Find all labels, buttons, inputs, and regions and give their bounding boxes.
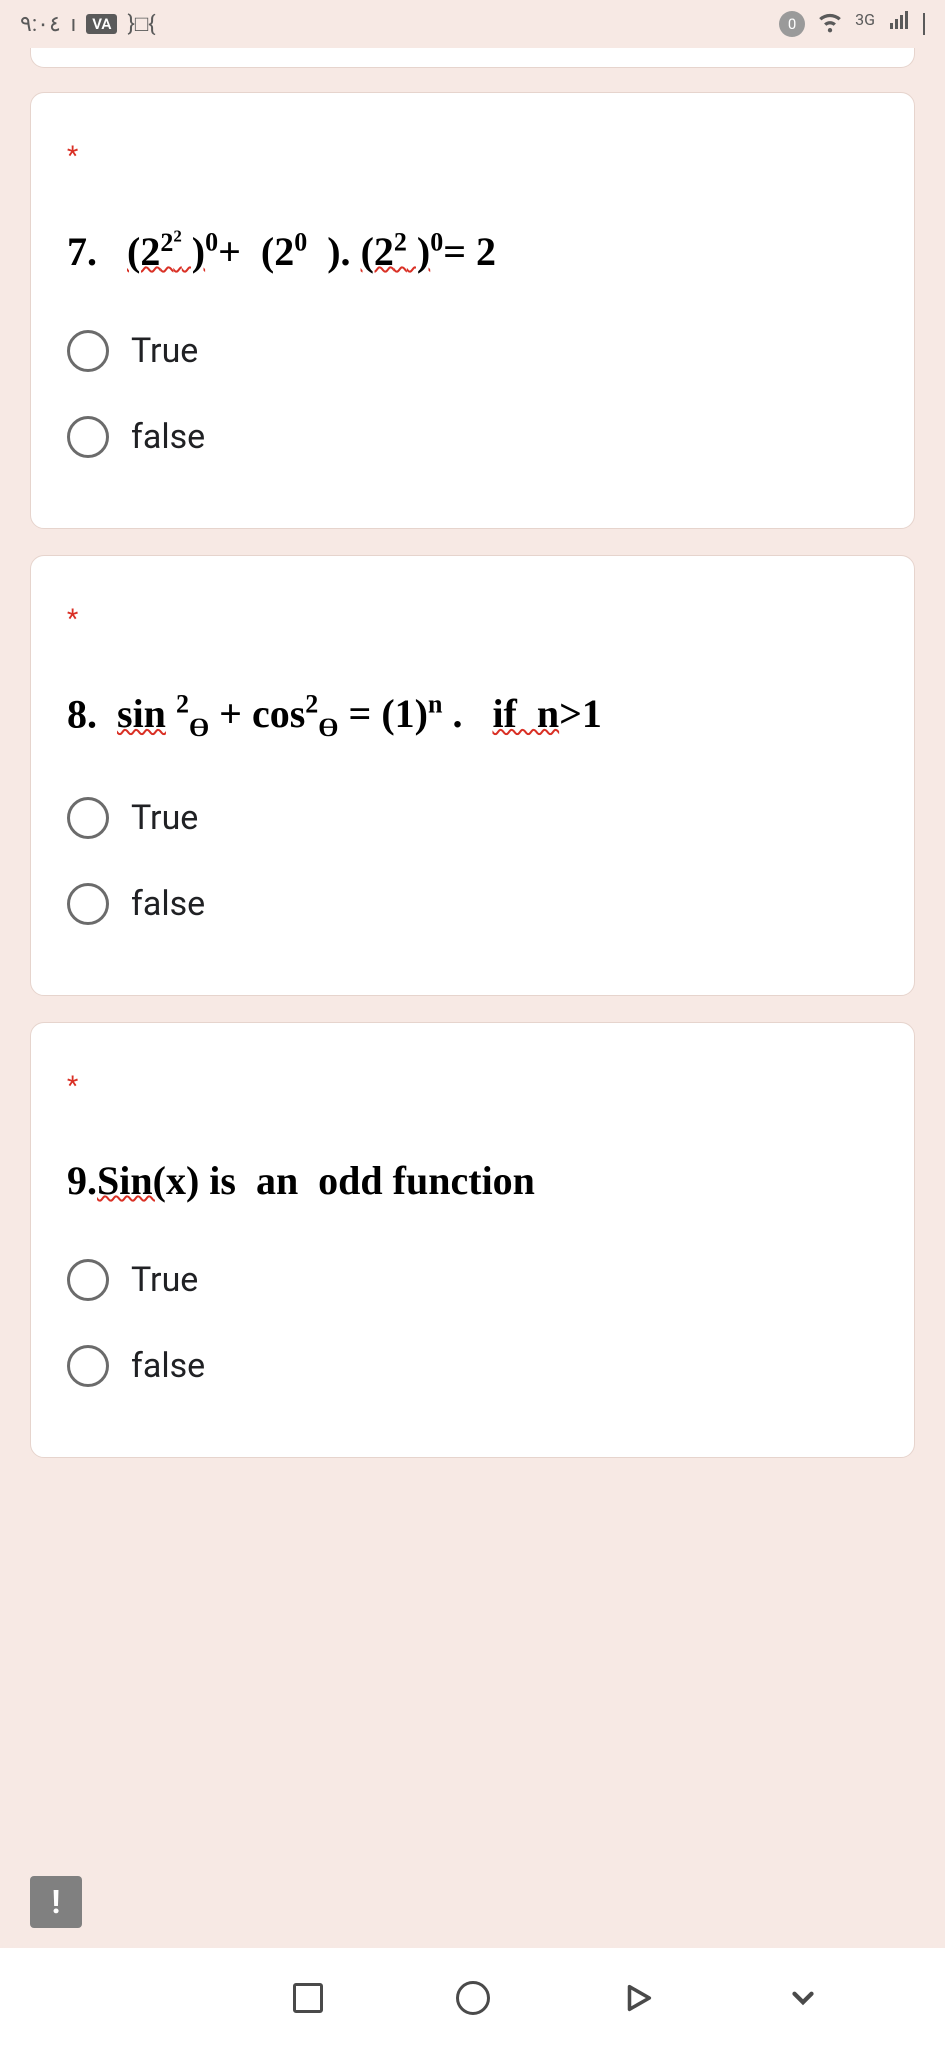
question-number: 9. (67, 1158, 97, 1203)
collapse-button[interactable] (783, 1978, 823, 2018)
question-body: Sin(x) is an odd function (97, 1158, 535, 1203)
radio-icon[interactable] (67, 330, 109, 372)
question-body: (222 )0+ (20 ). (22 )0= 2 (127, 229, 496, 274)
question-text-8: 8. sin 2Ө + cos2Ө = (1)n . if n>1 (67, 688, 878, 745)
option-label: True (131, 331, 198, 371)
radio-icon[interactable] (67, 797, 109, 839)
option-row[interactable]: false (67, 394, 878, 480)
radio-icon[interactable] (67, 1345, 109, 1387)
alert-icon: ! (52, 1883, 61, 1921)
radio-icon[interactable] (67, 883, 109, 925)
required-marker: * (67, 141, 878, 171)
option-label: false (131, 884, 205, 924)
option-row[interactable]: True (67, 1237, 878, 1323)
notification-badge: 0 (779, 11, 805, 37)
radio-icon[interactable] (67, 416, 109, 458)
option-row[interactable]: True (67, 775, 878, 861)
navigation-bar (0, 1948, 945, 2048)
required-marker: * (67, 1071, 878, 1101)
status-end-divider (923, 13, 925, 35)
option-row[interactable]: True (67, 308, 878, 394)
signal-icon (887, 9, 911, 39)
question-card-8: * 8. sin 2Ө + cos2Ө = (1)n . if n>1 True… (30, 555, 915, 996)
question-card-9: * 9.Sin(x) is an odd function True false (30, 1022, 915, 1458)
alert-button[interactable]: ! (30, 1876, 82, 1928)
status-right: 0 3G (779, 8, 925, 40)
question-body: sin 2Ө + cos2Ө = (1)n . if n>1 (117, 691, 602, 736)
option-row[interactable]: false (67, 1323, 878, 1409)
question-text-9: 9.Sin(x) is an odd function (67, 1155, 878, 1207)
question-number: 8. (67, 691, 97, 736)
wifi-icon (817, 8, 843, 40)
question-card-7: * 7. (222 )0+ (20 ). (22 )0= 2 True fals… (30, 92, 915, 529)
status-bar: ٩:٠٤ ı VA }□{ 0 3G (0, 0, 945, 48)
option-label: True (131, 798, 198, 838)
previous-card-edge (30, 48, 915, 68)
option-row[interactable]: false (67, 861, 878, 947)
option-label: false (131, 1346, 205, 1386)
status-left: ٩:٠٤ ı VA }□{ (20, 11, 156, 37)
home-button[interactable] (453, 1978, 493, 2018)
status-divider: ı (71, 12, 76, 37)
apps-icon: }□{ (127, 11, 155, 37)
required-marker: * (67, 604, 878, 634)
recent-apps-button[interactable] (288, 1978, 328, 2018)
radio-icon[interactable] (67, 1259, 109, 1301)
option-label: True (131, 1260, 198, 1300)
va-badge: VA (86, 14, 117, 34)
status-time: ٩:٠٤ (20, 12, 61, 37)
back-button[interactable] (618, 1978, 658, 2018)
question-number: 7. (67, 229, 97, 274)
option-label: false (131, 417, 205, 457)
question-text-7: 7. (222 )0+ (20 ). (22 )0= 2 (67, 225, 878, 278)
network-label: 3G (855, 10, 875, 29)
form-content: * 7. (222 )0+ (20 ). (22 )0= 2 True fals… (0, 48, 945, 1948)
